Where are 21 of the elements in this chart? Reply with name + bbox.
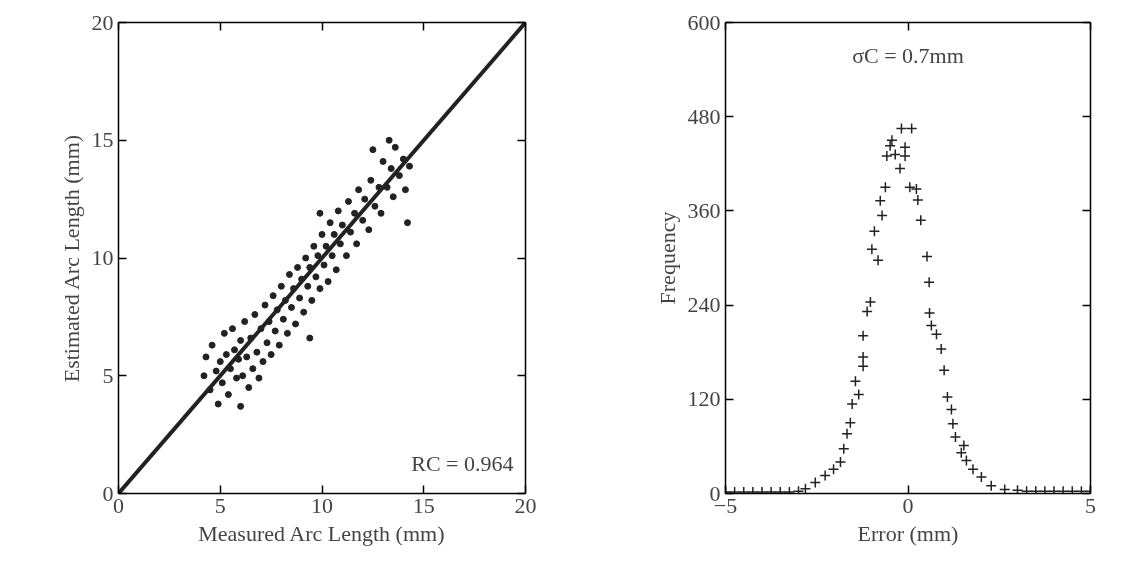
- x-tick-label: 0: [902, 492, 914, 518]
- y-tick-label: 5: [102, 362, 114, 388]
- x-tick-label: 15: [412, 492, 435, 518]
- x-tick-label: 10: [311, 492, 333, 518]
- annotation: RC = 0.964: [411, 450, 514, 476]
- y-tick-label: 240: [687, 292, 721, 318]
- y-tick-label: 120: [687, 386, 721, 412]
- y-axis-title: Frequency: [654, 211, 680, 305]
- y-tick-label: 600: [687, 9, 721, 35]
- y-tick-label: 20: [91, 9, 114, 35]
- y-tick-label: 15: [91, 127, 114, 153]
- y-tick-label: 480: [687, 103, 721, 129]
- x-tick-label: 5: [1085, 492, 1096, 518]
- x-tick-label: 5: [214, 492, 226, 518]
- y-tick-label: 10: [91, 245, 114, 270]
- x-axis-title: Error (mm): [857, 520, 959, 546]
- y-tick-label: 360: [687, 197, 721, 223]
- annotation: σC = 0.7mm: [852, 42, 964, 68]
- x-axis-title: Measured Arc Length (mm): [198, 520, 445, 546]
- x-tick-label: 20: [514, 492, 537, 518]
- y-axis-title: Estimated Arc Length (mm): [58, 134, 84, 383]
